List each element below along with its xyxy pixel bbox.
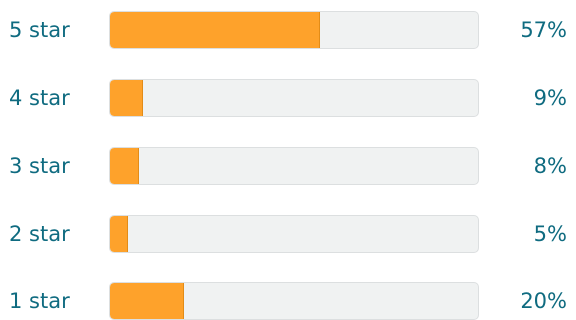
histogram-row-3-star[interactable]: 3 star 8%	[0, 146, 576, 186]
star-label[interactable]: 4 star	[9, 86, 70, 110]
rating-bar-fill	[110, 216, 129, 252]
percent-label[interactable]: 20%	[520, 289, 567, 313]
rating-bar-track[interactable]	[109, 147, 479, 185]
star-label[interactable]: 1 star	[9, 289, 70, 313]
rating-bar-fill	[110, 80, 144, 116]
histogram-row-5-star[interactable]: 5 star 57%	[0, 10, 576, 50]
histogram-row-4-star[interactable]: 4 star 9%	[0, 78, 576, 118]
rating-bar-fill	[110, 12, 320, 48]
rating-bar-track[interactable]	[109, 79, 479, 117]
percent-label[interactable]: 5%	[533, 222, 567, 246]
percent-label[interactable]: 57%	[520, 18, 567, 42]
percent-label[interactable]: 8%	[533, 154, 567, 178]
rating-bar-fill	[110, 148, 140, 184]
rating-bar-fill	[110, 283, 184, 319]
star-label[interactable]: 5 star	[9, 18, 70, 42]
percent-label[interactable]: 9%	[533, 86, 567, 110]
rating-bar-track[interactable]	[109, 215, 479, 253]
star-label[interactable]: 3 star	[9, 154, 70, 178]
histogram-row-1-star[interactable]: 1 star 20%	[0, 281, 576, 320]
rating-bar-track[interactable]	[109, 11, 479, 49]
rating-bar-track[interactable]	[109, 282, 479, 320]
histogram-row-2-star[interactable]: 2 star 5%	[0, 214, 576, 254]
star-label[interactable]: 2 star	[9, 222, 70, 246]
